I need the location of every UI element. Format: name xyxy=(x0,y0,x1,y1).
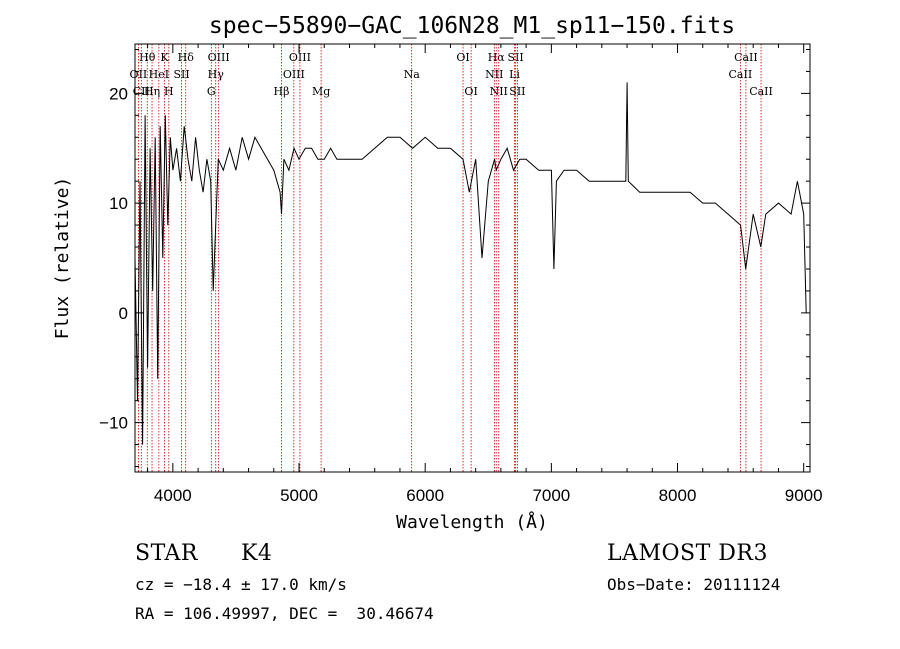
marker-label: K xyxy=(160,51,169,64)
marker-label: SII xyxy=(509,85,525,98)
marker-label: SII xyxy=(173,68,189,81)
marker-label: OIII xyxy=(283,68,305,81)
marker-label: CaII xyxy=(734,51,758,64)
marker-label: OII xyxy=(130,68,148,81)
marker-label: Hη xyxy=(144,85,160,98)
x-tick-label: 4000 xyxy=(154,486,192,505)
marker-label: OIII xyxy=(289,51,311,64)
marker-label: Hβ xyxy=(274,85,290,98)
plot-frame xyxy=(134,43,811,473)
y-tick-label: 20 xyxy=(109,84,128,103)
marker-label: Hγ xyxy=(208,68,225,81)
x-tick-label: 8000 xyxy=(659,486,697,505)
marker-label: Hδ xyxy=(178,51,195,64)
x-axis-label: Wavelength (Å) xyxy=(396,511,548,533)
marker-label: SII xyxy=(508,51,524,64)
marker-label: NII xyxy=(490,85,508,98)
y-axis-label: Flux (relative) xyxy=(52,177,73,340)
coordinates: RA = 106.49997, DEC = 30.46674 xyxy=(135,604,434,623)
x-tick-label: 5000 xyxy=(280,486,318,505)
x-tick-label: 9000 xyxy=(785,486,823,505)
marker-label: OI xyxy=(456,51,469,64)
observation-date: Obs−Date: 20111124 xyxy=(607,575,781,594)
marker-label: Mg xyxy=(312,85,330,98)
marker-label: G xyxy=(207,85,216,98)
marker-label: Hα xyxy=(488,51,506,64)
y-tick-label: −10 xyxy=(99,414,128,433)
plot-area xyxy=(135,82,807,445)
chart-title: spec−55890−GAC_106N28_M1_sp11−150.fits xyxy=(209,13,735,39)
marker-label: NII xyxy=(485,68,503,81)
y-tick-label: 0 xyxy=(119,304,128,323)
marker-label: OI xyxy=(464,85,477,98)
marker-label: HeI xyxy=(149,68,169,81)
marker-label: CaII xyxy=(729,68,753,81)
marker-label: OIII xyxy=(208,51,230,64)
object-class: STAR xyxy=(135,541,198,566)
marker-label: H xyxy=(164,85,174,98)
survey-name: LAMOST DR3 xyxy=(607,541,768,566)
marker-label: CaII xyxy=(749,85,773,98)
object-subclass: K4 xyxy=(241,541,273,566)
marker-label: Hθ xyxy=(139,51,156,64)
marker-label: Na xyxy=(404,68,421,81)
x-tick-label: 6000 xyxy=(406,486,444,505)
marker-label: CII xyxy=(133,85,150,98)
axis-ticks: 4000 5000 6000 7000 8000 9000 −10 0 10 20 xyxy=(99,44,823,505)
x-tick-label: 7000 xyxy=(532,486,570,505)
marker-label: Li xyxy=(509,68,520,81)
spectrum-line xyxy=(135,82,807,445)
redshift-value: cz = −18.4 ± 17.0 km/s xyxy=(135,575,347,594)
y-tick-label: 10 xyxy=(109,194,128,213)
